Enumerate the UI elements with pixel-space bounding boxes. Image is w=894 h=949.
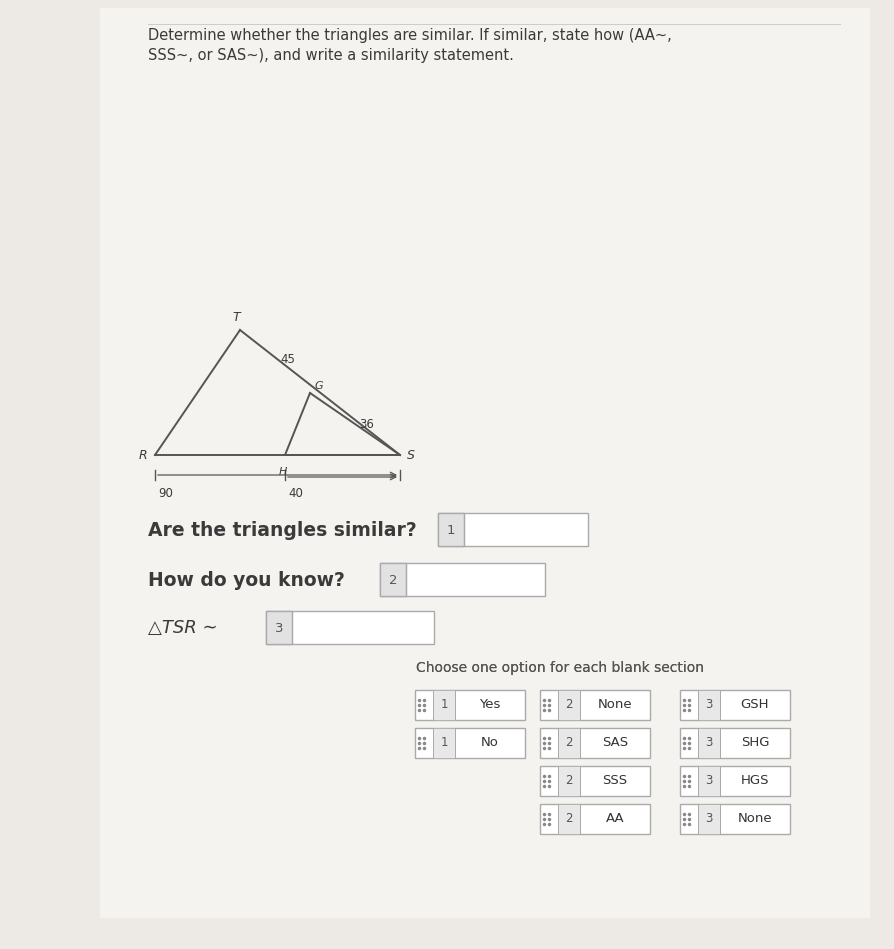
FancyBboxPatch shape xyxy=(557,804,579,834)
Text: 3: 3 xyxy=(274,622,283,635)
Text: SSS∼, or SAS∼), and write a similarity statement.: SSS∼, or SAS∼), and write a similarity s… xyxy=(148,48,513,63)
FancyBboxPatch shape xyxy=(380,563,406,596)
FancyBboxPatch shape xyxy=(433,728,454,758)
FancyBboxPatch shape xyxy=(679,804,789,834)
FancyBboxPatch shape xyxy=(437,513,463,546)
Text: HGS: HGS xyxy=(740,774,768,788)
Text: H: H xyxy=(279,467,287,477)
Text: 1: 1 xyxy=(440,736,447,750)
FancyBboxPatch shape xyxy=(539,728,649,758)
Text: SAS: SAS xyxy=(602,736,628,750)
Text: 3: 3 xyxy=(704,698,712,712)
Text: R: R xyxy=(139,449,147,461)
Text: No: No xyxy=(481,736,498,750)
Text: 1: 1 xyxy=(446,524,455,536)
Text: 1: 1 xyxy=(440,698,447,712)
FancyBboxPatch shape xyxy=(415,728,525,758)
Text: How do you know?: How do you know? xyxy=(148,570,344,589)
FancyBboxPatch shape xyxy=(100,8,869,918)
Text: Choose one option for each blank section: Choose one option for each blank section xyxy=(416,661,704,675)
Text: Yes: Yes xyxy=(479,698,500,712)
Text: None: None xyxy=(597,698,631,712)
Text: GSH: GSH xyxy=(740,698,768,712)
FancyBboxPatch shape xyxy=(539,690,649,720)
Text: 3: 3 xyxy=(704,774,712,788)
Text: AA: AA xyxy=(605,812,624,826)
Text: T: T xyxy=(232,311,240,324)
Text: 45: 45 xyxy=(280,353,294,366)
FancyBboxPatch shape xyxy=(433,690,454,720)
Text: G: G xyxy=(315,381,324,391)
Text: 2: 2 xyxy=(565,736,572,750)
FancyBboxPatch shape xyxy=(266,611,291,644)
Text: SHG: SHG xyxy=(740,736,768,750)
FancyBboxPatch shape xyxy=(557,690,579,720)
Text: 36: 36 xyxy=(358,418,374,431)
Text: None: None xyxy=(737,812,772,826)
FancyBboxPatch shape xyxy=(679,766,789,796)
FancyBboxPatch shape xyxy=(380,563,544,596)
FancyBboxPatch shape xyxy=(539,766,649,796)
FancyBboxPatch shape xyxy=(415,690,525,720)
FancyBboxPatch shape xyxy=(679,690,789,720)
FancyBboxPatch shape xyxy=(697,766,719,796)
Text: 2: 2 xyxy=(388,573,397,586)
Text: 2: 2 xyxy=(565,774,572,788)
Text: 90: 90 xyxy=(158,487,173,500)
FancyBboxPatch shape xyxy=(266,611,434,644)
FancyBboxPatch shape xyxy=(697,690,719,720)
FancyBboxPatch shape xyxy=(437,513,587,546)
Text: 40: 40 xyxy=(288,487,302,500)
FancyBboxPatch shape xyxy=(557,728,579,758)
Text: SSS: SSS xyxy=(602,774,627,788)
Text: 3: 3 xyxy=(704,812,712,826)
Text: Are the triangles similar?: Are the triangles similar? xyxy=(148,520,417,539)
Text: △TSR ∼: △TSR ∼ xyxy=(148,619,217,637)
FancyBboxPatch shape xyxy=(697,804,719,834)
Text: 3: 3 xyxy=(704,736,712,750)
Text: 2: 2 xyxy=(565,698,572,712)
FancyBboxPatch shape xyxy=(679,728,789,758)
Text: Determine whether the triangles are similar. If similar, state how (AA∼,: Determine whether the triangles are simi… xyxy=(148,28,671,43)
FancyBboxPatch shape xyxy=(557,766,579,796)
Text: Choose one option for each blank section: Choose one option for each blank section xyxy=(416,661,704,675)
Text: 2: 2 xyxy=(565,812,572,826)
FancyBboxPatch shape xyxy=(697,728,719,758)
Text: S: S xyxy=(407,449,415,461)
FancyBboxPatch shape xyxy=(539,804,649,834)
